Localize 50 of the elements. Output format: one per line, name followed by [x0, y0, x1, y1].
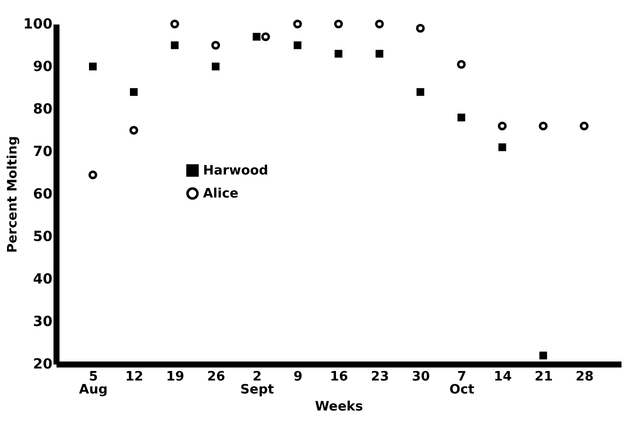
x-tick-label: 21: [534, 370, 553, 384]
point: [334, 50, 342, 58]
x-tick-label: 9: [294, 370, 303, 384]
point: [294, 41, 302, 50]
x-tick-label: 5 Aug: [79, 370, 108, 398]
y-tick-label: 80: [33, 102, 53, 118]
y-tick-label: 30: [33, 314, 53, 330]
y-axis-title: Percent Molting: [5, 136, 20, 253]
point: [170, 20, 180, 28]
x-tick-label: 28: [576, 370, 594, 384]
x-tick-label: 14: [494, 370, 512, 384]
y-tick-label: 50: [33, 229, 53, 245]
point: [129, 126, 138, 135]
point: [456, 60, 466, 69]
y-tick-label: 70: [33, 144, 53, 160]
x-axis-title: Weeks: [315, 400, 364, 414]
point: [498, 143, 506, 152]
x-tick-label: 26: [207, 370, 226, 384]
y-tick-label: 40: [33, 272, 53, 288]
y-tick-label: 60: [33, 186, 53, 202]
point: [416, 24, 425, 33]
point: [212, 62, 220, 70]
y-tick-label: 100: [23, 16, 53, 32]
x-tick-label: 16: [330, 370, 348, 384]
x-tick-label: 30: [412, 370, 430, 384]
legend-label: Harwood: [203, 164, 268, 178]
point: [252, 32, 260, 41]
x-tick-label: 19: [166, 370, 184, 384]
y-tick-label: 90: [33, 59, 53, 75]
point: [170, 41, 179, 50]
x-tick-label: 12: [125, 370, 144, 384]
x-tick-label: 2 Sept: [240, 370, 274, 398]
point: [580, 122, 589, 130]
point: [88, 62, 97, 70]
point: [376, 50, 384, 58]
point: [334, 20, 343, 28]
point: [539, 352, 548, 360]
point: [88, 170, 98, 180]
point: [498, 122, 507, 130]
y-tick-label: 20: [33, 356, 53, 372]
point: [457, 114, 466, 122]
x-tick-label: 23: [370, 370, 389, 384]
point: [130, 88, 138, 96]
point: [211, 40, 220, 50]
x-tick-label: 7 Oct: [449, 370, 474, 398]
point: [293, 20, 302, 28]
point: [538, 122, 548, 130]
legend-label: Alice: [203, 186, 239, 202]
point: [375, 20, 384, 28]
point: [416, 88, 424, 96]
